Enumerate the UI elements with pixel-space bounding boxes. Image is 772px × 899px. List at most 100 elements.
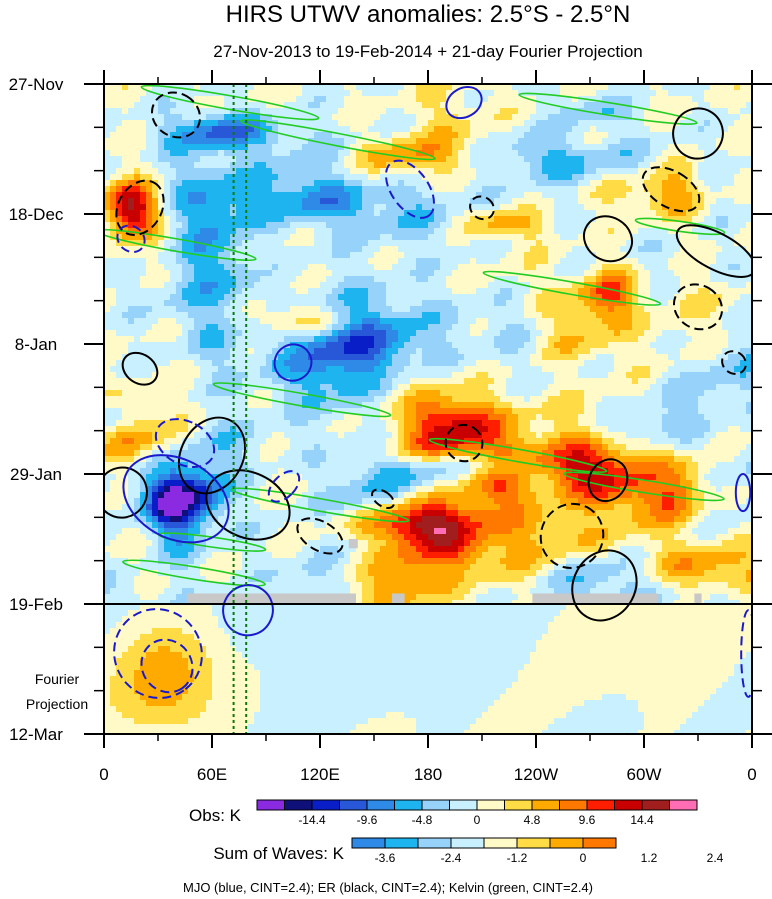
kelvin-contour xyxy=(122,559,266,587)
mjo-contour xyxy=(273,343,313,382)
er-contour xyxy=(150,91,202,139)
y-axis: 27-Nov 18-Dec 8-Jan 29-Jan 19-Feb 12-Mar xyxy=(9,75,772,744)
x-tick-label: 120W xyxy=(514,765,558,784)
x-tick-label: 180 xyxy=(414,765,442,784)
kelvin-contour xyxy=(563,471,725,502)
kelvin-contour xyxy=(428,437,608,474)
y-tick-label: 19-Feb xyxy=(9,595,63,614)
obs-colorbar-swatch xyxy=(311,799,340,811)
obs-colorbar-swatch xyxy=(421,799,450,811)
mjo-contour xyxy=(113,608,203,699)
obs-colorbar-swatch xyxy=(366,799,395,811)
obs-colorbar-tick-label: -9.6 xyxy=(357,813,378,827)
x-tick-label: 120E xyxy=(300,765,340,784)
er-contour xyxy=(641,166,701,213)
obs-colorbar-tick-label: -14.4 xyxy=(298,813,326,827)
waves-colorbar-swatch xyxy=(516,837,551,849)
kelvin-contour xyxy=(634,217,726,236)
obs-anomaly-field xyxy=(104,84,752,604)
er-contour xyxy=(675,224,752,278)
obs-colorbar-swatch xyxy=(559,799,588,811)
obs-colorbar-swatch xyxy=(504,799,533,811)
er-contour xyxy=(539,502,605,569)
x-tick-label: 0 xyxy=(99,765,108,784)
obs-colorbar-swatch xyxy=(669,799,698,811)
y-tick-label: 8-Jan xyxy=(15,335,58,354)
er-contour xyxy=(296,517,344,555)
y-tick-label: 27-Nov xyxy=(9,75,64,94)
mjo-contour xyxy=(154,418,216,469)
waves-colorbar: -3.6-2.4-1.201.22.43.6 xyxy=(351,837,724,865)
er-contour xyxy=(672,283,724,331)
waves-colorbar-tick-label: -1.2 xyxy=(507,851,528,865)
projection-label-line2: Projection xyxy=(26,696,88,712)
mjo-contour xyxy=(740,609,752,698)
x-axis: 0 60E 120E 180 120W 60W 0 xyxy=(99,70,757,784)
waves-colorbar-swatch xyxy=(549,837,584,849)
kelvin-contour xyxy=(212,382,392,418)
kelvin-contour xyxy=(230,487,410,523)
obs-colorbar-swatch xyxy=(284,799,313,811)
obs-colorbar-swatch xyxy=(394,799,423,811)
kelvin-contour xyxy=(482,270,662,306)
x-tick-label: 0 xyxy=(747,765,756,784)
waves-colorbar-swatch xyxy=(450,837,485,849)
missing-data-block xyxy=(694,593,702,604)
waves-colorbar-tick-label: 1.2 xyxy=(641,851,658,865)
obs-colorbar-tick-label: 9.6 xyxy=(579,813,596,827)
er-contour xyxy=(672,107,724,160)
er-contour xyxy=(121,351,159,386)
er-contour xyxy=(587,458,629,503)
x-tick-label: 60E xyxy=(197,765,227,784)
obs-colorbar-swatch xyxy=(256,799,285,811)
missing-data-block xyxy=(392,593,405,604)
er-contour xyxy=(444,423,484,463)
er-contour xyxy=(571,549,638,622)
obs-colorbar-tick-label: -4.8 xyxy=(412,813,433,827)
x-tick-label: 60W xyxy=(627,765,662,784)
waves-colorbar-swatch xyxy=(351,837,386,849)
waves-colorbar-swatch xyxy=(384,837,419,849)
waves-colorbar-tick-label: 2.4 xyxy=(707,851,724,865)
er-contour xyxy=(371,488,395,509)
mjo-contour xyxy=(140,638,194,694)
obs-colorbar-label: Obs: K xyxy=(189,806,242,825)
waves-colorbar-swatch xyxy=(417,837,452,849)
mjo-contour xyxy=(122,454,230,544)
waves-colorbar-tick-label: 0 xyxy=(580,851,587,865)
mjo-contour xyxy=(116,224,146,254)
obs-colorbar-tick-label: 14.4 xyxy=(630,813,654,827)
missing-data-block xyxy=(348,539,358,549)
obs-colorbar-swatch xyxy=(339,799,368,811)
waves-colorbar-swatch xyxy=(582,837,617,849)
obs-colorbar-swatch xyxy=(476,799,505,811)
waves-colorbar-tick-label: -2.4 xyxy=(441,851,462,865)
mjo-contour xyxy=(734,473,752,513)
chart-title: HIRS UTWV anomalies: 2.5°S - 2.5°N xyxy=(226,1,631,28)
kelvin-contour xyxy=(518,92,698,125)
waves-colorbar-swatch xyxy=(483,837,518,849)
y-tick-label: 12-Mar xyxy=(9,725,63,744)
er-contour xyxy=(469,195,495,221)
projection-label-line1: Fourier xyxy=(35,671,80,687)
kelvin-contour xyxy=(104,228,257,262)
obs-colorbar-swatch xyxy=(586,799,615,811)
chart-subtitle: 27-Nov-2013 to 19-Feb-2014 + 21-day Four… xyxy=(213,42,643,61)
projection-field xyxy=(104,604,752,734)
er-contour xyxy=(582,215,634,263)
obs-colorbar: -14.4 -9.6 -4.8 0 4.8 9.6 14.4 xyxy=(256,799,698,827)
mjo-contour xyxy=(445,86,483,120)
er-contour xyxy=(104,466,148,519)
y-tick-label: 29-Jan xyxy=(10,465,62,484)
obs-colorbar-tick-label: 4.8 xyxy=(524,813,541,827)
mjo-contour xyxy=(384,159,436,219)
kelvin-contour xyxy=(140,84,320,121)
er-contour xyxy=(721,350,747,375)
waves-colorbar-tick-label: -3.6 xyxy=(375,851,396,865)
reference-longitude-lines xyxy=(232,84,248,734)
mjo-contour xyxy=(222,584,274,637)
waves-colorbar-label: Sum of Waves: K xyxy=(213,844,344,863)
obs-colorbar-swatch xyxy=(614,799,643,811)
y-tick-label: 18-Dec xyxy=(9,205,64,224)
